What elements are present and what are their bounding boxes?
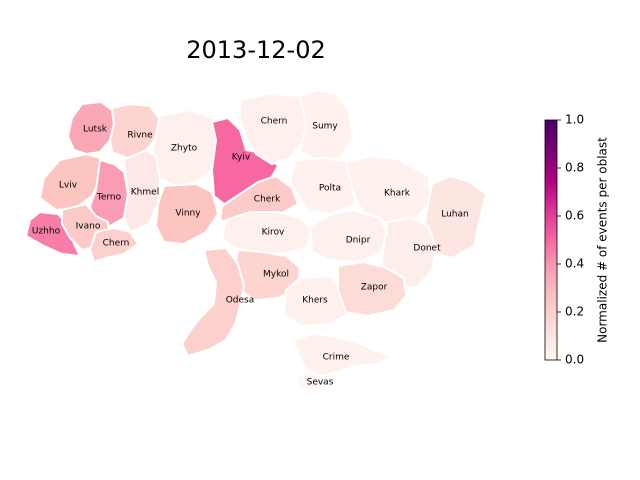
oblast-label-lutsk: Lutsk	[83, 125, 108, 135]
oblast-region-polta	[289, 157, 363, 215]
oblast-label-luhan: Luhan	[441, 210, 468, 220]
oblast-label-uzhho: Uzhho	[32, 227, 61, 237]
oblast-region-chern	[89, 227, 139, 263]
oblast-label-polta: Polta	[319, 184, 341, 194]
colorbar: 0.0 0.2 0.4 0.6 0.8 1.0 Normalized # of events…	[544, 113, 610, 367]
oblast-label-kirov: Kirov	[262, 228, 285, 238]
oblast-label-sumy: Sumy	[312, 122, 338, 132]
colorbar-tick-label: 0.8	[565, 161, 584, 175]
oblast-label-kyiv: Kyiv	[232, 153, 251, 163]
colorbar-tick-label: 0.4	[565, 257, 584, 271]
oblast-label-sevas: Sevas	[307, 378, 334, 388]
oblast-region-sumy	[299, 89, 353, 161]
oblast-label-khmel: Khmel	[131, 188, 159, 198]
oblast-region-kirov	[221, 211, 313, 255]
oblast-labels: Lutsk Rivne Zhyto Kyiv Chern Sumy Lviv Terno Khm…	[32, 117, 469, 388]
oblast-region-uzhho	[25, 211, 81, 257]
colorbar-label: Normalized # of events per oblast	[596, 137, 610, 343]
oblast-region-khers	[283, 275, 349, 327]
oblast-region-donet	[381, 217, 437, 289]
oblast-region-vinny	[155, 183, 219, 245]
colorbar-tick-label: 1.0	[565, 113, 584, 127]
oblast-region-lviv	[39, 153, 103, 211]
oblast-label-vinny: Vinny	[175, 209, 201, 219]
oblast-region-khark	[345, 155, 433, 225]
oblast-regions	[25, 89, 487, 393]
oblast-label-terno: Terno	[96, 193, 122, 203]
oblast-region-luhan	[423, 175, 487, 259]
oblast-label-donet: Donet	[413, 244, 441, 254]
map-title: 2013-12-02	[186, 36, 326, 64]
oblast-label-chern: Chern	[261, 117, 288, 127]
oblast-region-crime	[293, 333, 393, 377]
oblast-region-chern	[239, 93, 311, 165]
oblast-region-zhyto	[151, 109, 217, 187]
oblast-label-lviv: Lviv	[59, 181, 78, 191]
oblast-label-cherk: Cherk	[254, 195, 281, 205]
colorbar-tick-label: 0.6	[565, 209, 584, 223]
oblast-region-lutsk	[67, 101, 115, 155]
oblast-region-khmel	[123, 149, 161, 233]
oblast-label-crime: Crime	[323, 353, 350, 363]
oblast-region-zapor	[337, 261, 407, 317]
oblast-label-dnipr: Dnipr	[346, 236, 371, 246]
oblast-label-khers: Khers	[302, 296, 328, 306]
oblast-label-rivne: Rivne	[127, 131, 153, 141]
oblast-region-terno	[89, 159, 129, 227]
oblast-region-sevas	[295, 371, 327, 393]
oblast-label-mykol: Mykol	[263, 270, 289, 280]
oblast-label-zhyto: Zhyto	[171, 144, 198, 154]
colorbar-tick-label: 0.0	[565, 353, 584, 367]
oblast-label-zapor: Zapor	[361, 283, 388, 293]
colorbar-gradient	[544, 119, 558, 361]
oblast-label-odesa: Odesa	[226, 296, 255, 306]
oblast-label-chern: Chern	[103, 239, 130, 249]
oblast-region-odesa	[181, 247, 245, 357]
colorbar-tick-label: 0.2	[565, 305, 584, 319]
oblast-label-ivano: Ivano	[76, 222, 101, 232]
oblast-label-khark: Khark	[384, 189, 411, 199]
